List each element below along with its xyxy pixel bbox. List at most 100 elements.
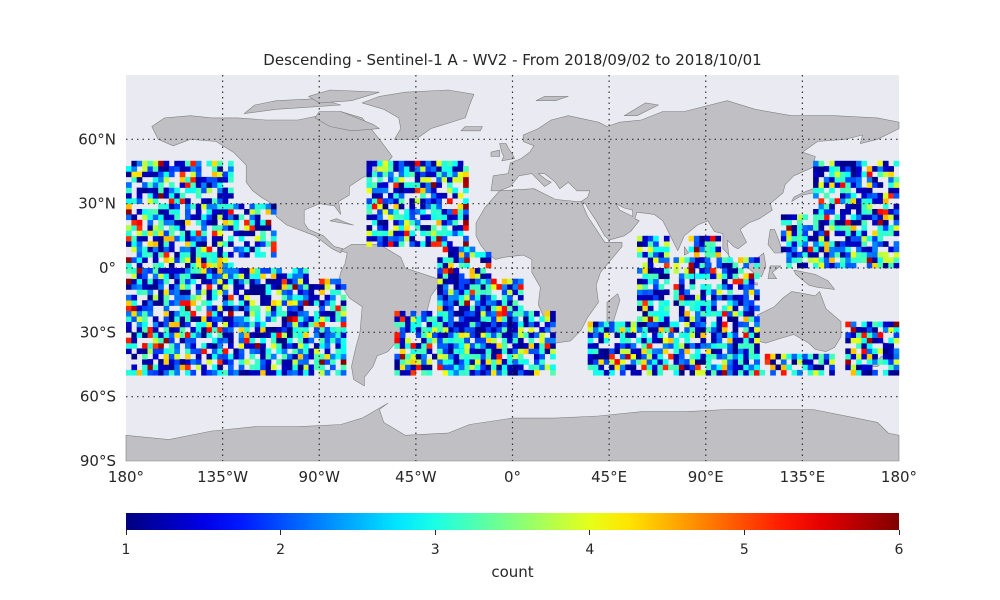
data-cell <box>754 353 760 360</box>
data-cell <box>260 294 266 301</box>
data-cell <box>126 225 132 231</box>
data-cell <box>850 321 857 328</box>
data-cell <box>485 284 492 290</box>
data-cell <box>244 241 250 247</box>
gridlines <box>126 75 899 461</box>
data-cell <box>743 337 749 344</box>
data-cell <box>260 235 266 242</box>
data-cell <box>211 316 218 322</box>
data-cell <box>254 343 261 349</box>
data-cell <box>414 187 421 194</box>
data-cell <box>603 353 610 360</box>
data-cell <box>152 294 159 301</box>
data-cell <box>673 257 680 263</box>
data-cell <box>748 278 755 285</box>
data-cell <box>657 369 664 376</box>
data-cell <box>190 171 197 178</box>
data-cell <box>693 246 700 253</box>
data-cell <box>463 182 469 188</box>
data-cell <box>228 327 234 333</box>
data-cell <box>244 300 250 306</box>
data-cell <box>238 284 245 290</box>
data-cell <box>244 359 250 365</box>
data-cell <box>528 327 535 333</box>
data-cell <box>861 241 868 247</box>
data-cell <box>448 289 454 296</box>
data-cell <box>658 294 665 301</box>
data-cell <box>206 300 213 306</box>
data-cell <box>388 160 394 167</box>
data-cell <box>882 348 889 355</box>
data-cell <box>877 235 884 242</box>
data-cell <box>716 294 723 301</box>
data-cell <box>393 230 399 237</box>
data-cell <box>410 321 417 328</box>
data-cell <box>818 171 825 178</box>
data-cell <box>179 278 186 285</box>
data-cell <box>872 337 878 344</box>
data-cell <box>254 273 261 280</box>
data-cell <box>850 160 857 167</box>
data-cell <box>217 337 223 344</box>
data-cell <box>195 209 202 215</box>
data-cell <box>222 316 229 322</box>
data-cell <box>743 310 749 317</box>
data-cell <box>244 305 250 312</box>
data-cell <box>206 327 213 333</box>
data-cell <box>398 241 405 247</box>
data-cell <box>126 369 132 376</box>
data-cell <box>700 300 707 306</box>
data-cell <box>646 364 653 371</box>
data-cell <box>281 364 288 371</box>
data-cell <box>614 348 621 355</box>
data-cell <box>813 176 819 183</box>
data-cell <box>185 166 191 172</box>
data-cell <box>453 369 460 376</box>
data-cell <box>695 364 701 371</box>
data-cell <box>142 187 148 194</box>
data-cell <box>850 257 857 263</box>
data-cell <box>625 364 631 371</box>
data-cell <box>818 214 825 221</box>
data-cell <box>491 369 497 376</box>
data-cell <box>244 332 250 338</box>
data-cell <box>453 364 460 371</box>
data-cell <box>163 257 170 263</box>
data-cell <box>802 262 809 269</box>
data-cell <box>877 321 884 328</box>
data-cell <box>174 284 180 290</box>
data-cell <box>432 332 438 338</box>
data-cell <box>276 273 282 280</box>
data-cell <box>813 262 819 269</box>
data-cell <box>442 294 449 301</box>
data-cell <box>335 278 342 285</box>
data-cell <box>270 332 277 338</box>
data-cell <box>458 327 465 333</box>
data-cell <box>308 364 315 371</box>
data-cell <box>441 209 448 215</box>
data-cell <box>642 327 649 333</box>
data-cell <box>797 241 803 247</box>
data-cell <box>163 241 170 247</box>
data-cell <box>136 219 143 226</box>
data-cell <box>308 316 315 322</box>
data-cell <box>882 257 889 263</box>
data-cell <box>512 278 519 285</box>
data-cell <box>136 171 143 178</box>
data-cell <box>313 332 320 338</box>
data-cell <box>818 182 825 188</box>
data-cell <box>593 359 599 365</box>
data-cell <box>254 278 261 285</box>
data-cell <box>217 364 223 371</box>
data-cell <box>238 353 245 360</box>
data-cell <box>453 257 460 263</box>
data-cell <box>780 230 787 237</box>
data-cell <box>174 225 180 231</box>
data-cell <box>174 235 180 242</box>
data-cell <box>158 343 164 349</box>
lat-tick-label: 30°N <box>78 195 116 213</box>
data-cell <box>732 327 739 333</box>
data-cell <box>775 353 782 360</box>
data-cell <box>249 310 256 317</box>
data-cell <box>404 160 410 167</box>
